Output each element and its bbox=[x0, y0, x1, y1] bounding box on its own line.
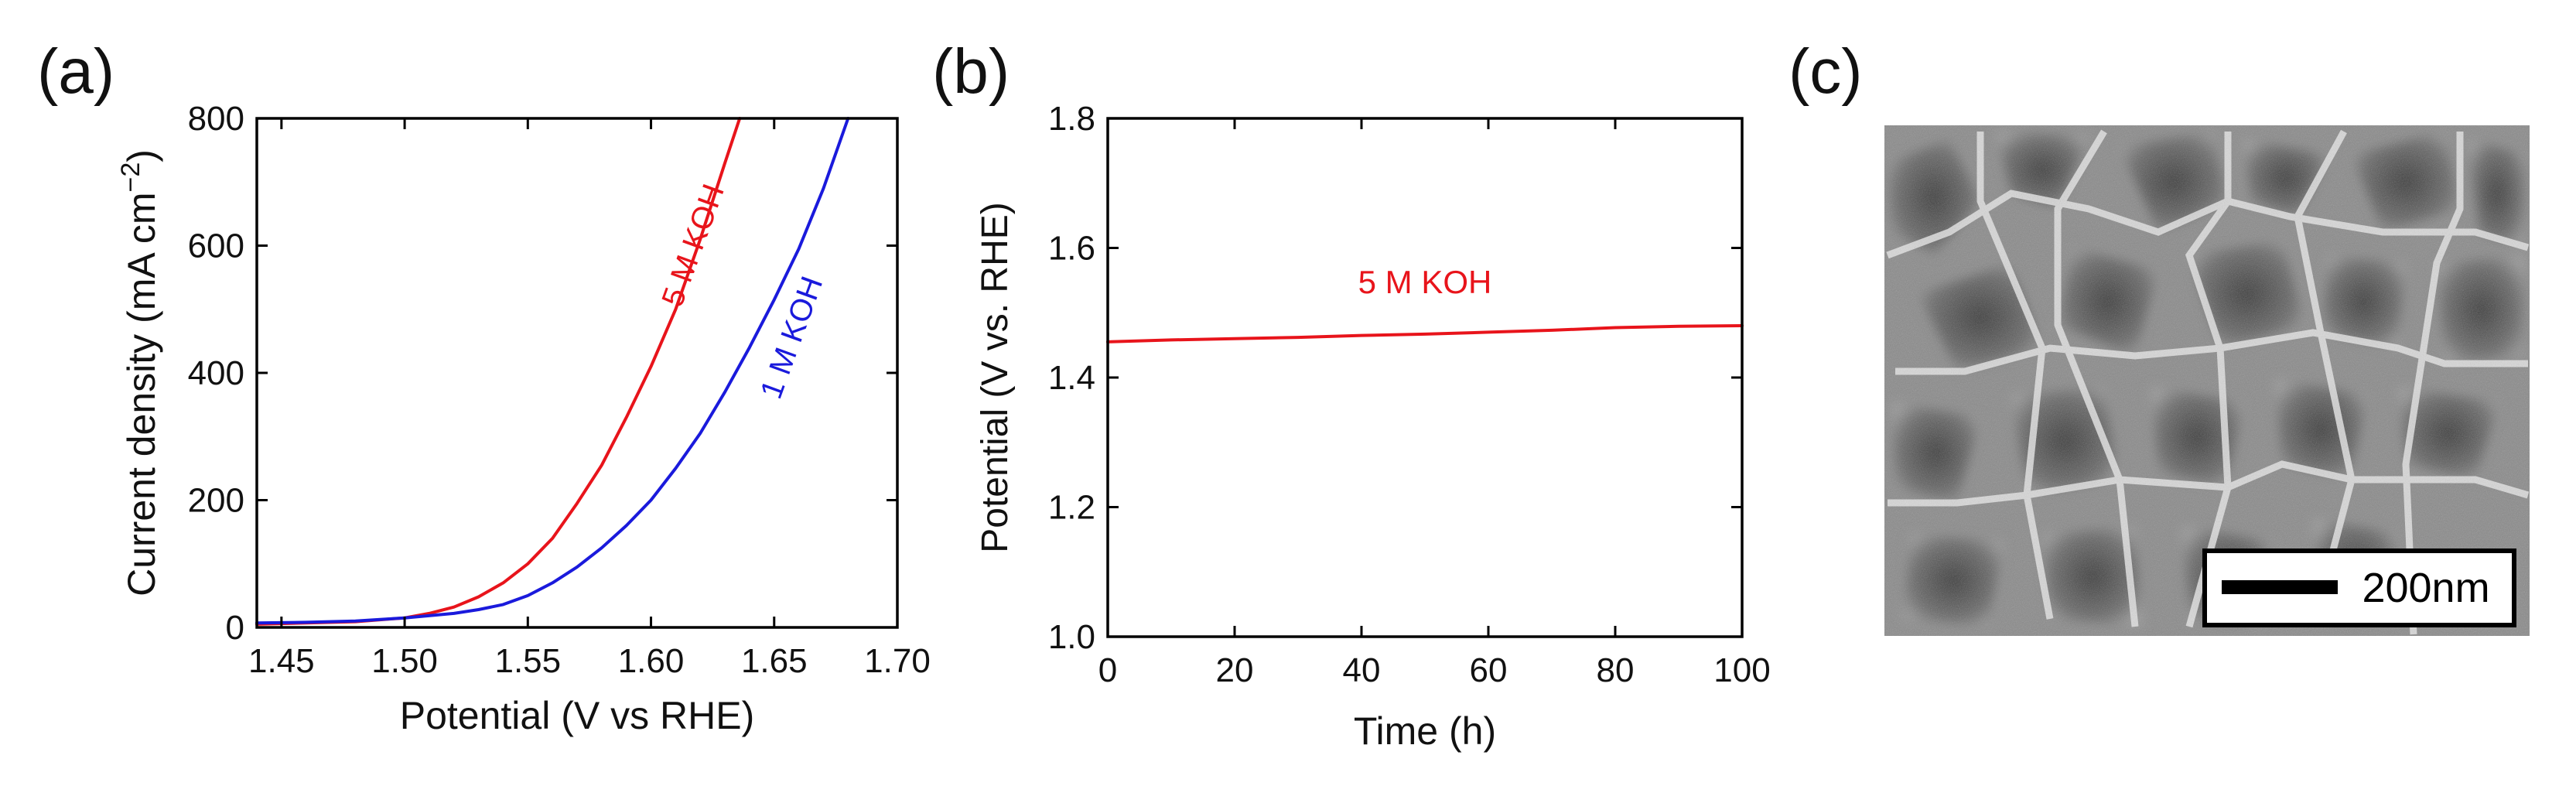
chart-a-ytick-label: 200 bbox=[188, 482, 244, 520]
sem-image: 200nm bbox=[1884, 125, 2530, 636]
chart-a-ytick-label: 800 bbox=[188, 100, 244, 138]
chart-a-ylabel-main: Current density (mA cm bbox=[120, 193, 163, 596]
chart-b-ytick-label: 1.6 bbox=[1048, 230, 1095, 268]
chart-b-xtick-label: 0 bbox=[1098, 651, 1117, 689]
panel-label-c: (c) bbox=[1789, 36, 1863, 107]
chart-b-xtick-label: 20 bbox=[1216, 651, 1254, 689]
chart-b-ytick-label: 1.2 bbox=[1048, 489, 1095, 527]
chart-a-ytick-label: 600 bbox=[188, 227, 244, 265]
panel-label-a: (a) bbox=[37, 36, 114, 107]
chart-a-ylabel-end: ) bbox=[120, 149, 163, 162]
chart-a-ytick-label: 400 bbox=[188, 354, 244, 392]
chart-a-xtick-label: 1.65 bbox=[741, 642, 808, 680]
chart-b-stability: 5 M KOH 0 20 40 60 80 100 1.0 1.2 1.4 1.6 1.8 Time… bbox=[975, 100, 1771, 753]
chart-b-series-label-0: 5 M KOH bbox=[1358, 264, 1492, 300]
chart-b-ytick-label: 1.0 bbox=[1048, 618, 1095, 656]
chart-b-frame bbox=[1106, 117, 1744, 638]
chart-a-xtick-label: 1.55 bbox=[494, 642, 561, 680]
chart-a-lsv: 5 M KOH 1 M KOH 1.45 1.50 1.55 1.60 1.65 1.70 0… bbox=[116, 100, 931, 737]
chart-a-xtick-label: 1.50 bbox=[371, 642, 438, 680]
chart-b-xlabel: Time (h) bbox=[1354, 709, 1496, 753]
chart-b-ytick-label: 1.8 bbox=[1048, 100, 1095, 138]
chart-b-xtick-label: 40 bbox=[1343, 651, 1381, 689]
chart-a-series-label-0: 5 M KOH bbox=[655, 179, 731, 311]
chart-a-series-5-m-koh bbox=[255, 117, 742, 626]
scale-bar-label: 200nm bbox=[2362, 565, 2489, 611]
chart-b-xtick-label: 80 bbox=[1597, 651, 1635, 689]
chart-a-xlabel: Potential (V vs RHE) bbox=[400, 694, 754, 737]
chart-a-frame bbox=[255, 117, 899, 629]
chart-b-series-5-m-koh bbox=[1106, 324, 1744, 343]
chart-a-ytick-label: 0 bbox=[226, 609, 244, 647]
chart-b-xtick-label: 100 bbox=[1713, 651, 1770, 689]
chart-a-series-label-1: 1 M KOH bbox=[754, 272, 830, 404]
scale-bar bbox=[2222, 580, 2338, 594]
chart-a-xtick-label: 1.70 bbox=[864, 642, 931, 680]
chart-b-ylabel: Potential (V vs. RHE) bbox=[975, 202, 1016, 552]
chart-a-xtick-label: 1.45 bbox=[248, 642, 315, 680]
chart-a-ylabel: Current density (mA cm−2) bbox=[116, 149, 163, 596]
chart-a-ylabel-sup: −2 bbox=[116, 162, 145, 193]
chart-a-xtick-label: 1.60 bbox=[618, 642, 685, 680]
chart-b-xtick-label: 60 bbox=[1470, 651, 1508, 689]
chart-a-series-1-m-koh bbox=[255, 117, 850, 625]
panel-label-b: (b) bbox=[932, 36, 1010, 107]
chart-b-ytick-label: 1.4 bbox=[1048, 359, 1095, 397]
